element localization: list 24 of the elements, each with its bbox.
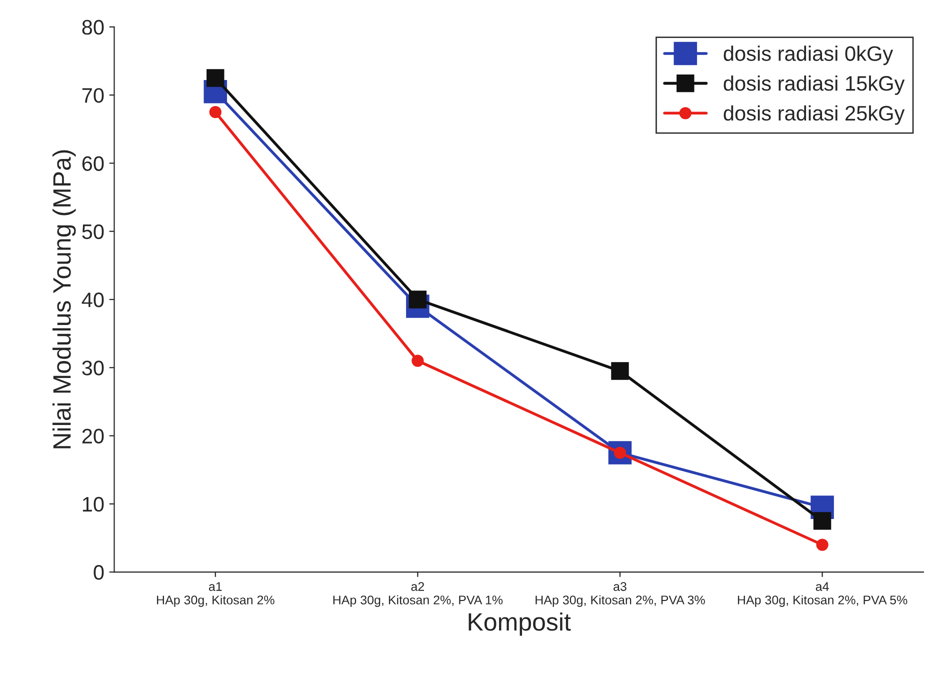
- y-tick-label: 10: [82, 496, 104, 512]
- x-tick-label: a3 HAp 30g, Kitosan 2%, PVA 3%: [536, 582, 705, 607]
- y-tick-label: 50: [82, 224, 104, 240]
- y-tick-label: 20: [82, 428, 104, 444]
- y-tick-label: 30: [82, 360, 104, 376]
- point: [206, 69, 224, 87]
- legend-label: dosis radiasi 0kGy: [724, 46, 894, 66]
- point: [412, 354, 424, 367]
- x-tick-label: a1 HAp 30g, Kitosan 2%: [157, 582, 274, 607]
- point: [209, 106, 222, 118]
- legend-label: dosis radiasi 15kGy: [724, 76, 905, 95]
- y-tick-label: 80: [82, 20, 104, 35]
- y-tick-label: 70: [82, 88, 104, 103]
- point: [813, 512, 832, 530]
- y-tick-label: 60: [82, 156, 104, 171]
- x-tick-label: a4 HAp 30g, Kitosan 2%, PVA 5%: [738, 582, 908, 607]
- legend-label: dosis radiasi 25kGy: [724, 105, 905, 125]
- y-tick-label: 0: [94, 565, 104, 580]
- y-axis-title: Nilai Modulus Young (MPa): [52, 150, 76, 448]
- y-tick-label: 40: [82, 292, 104, 308]
- x-axis-title: Komposit: [468, 612, 571, 636]
- point: [816, 538, 828, 551]
- x-tick-label: a2 HAp 30g, Kitosan 2%, PVA 1%: [333, 582, 503, 607]
- point: [611, 362, 629, 380]
